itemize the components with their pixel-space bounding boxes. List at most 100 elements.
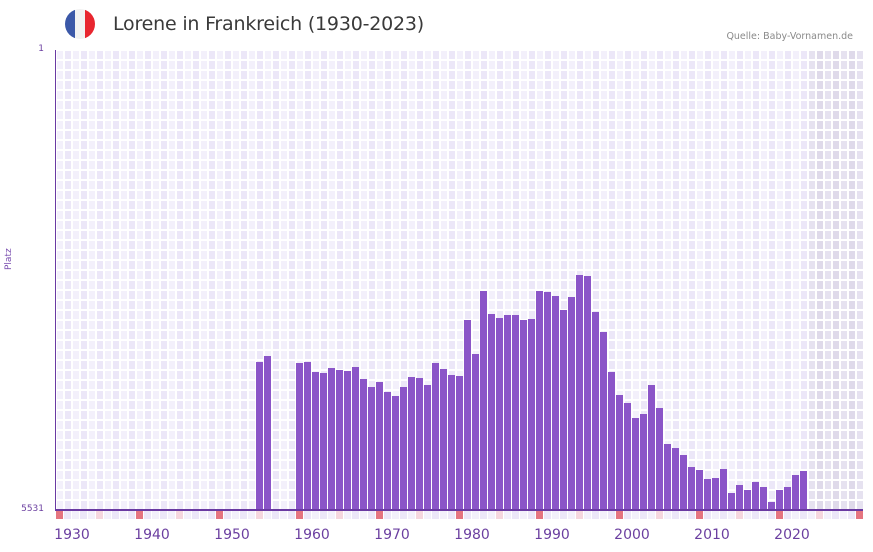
- bar-2007[interactable]: [672, 448, 679, 510]
- bar-1966[interactable]: [344, 371, 351, 510]
- bar-1979[interactable]: [448, 374, 455, 510]
- bar-1976[interactable]: [424, 385, 431, 510]
- bar-2011[interactable]: [704, 479, 711, 510]
- year-marker: [496, 511, 503, 519]
- bar-1973[interactable]: [400, 387, 407, 510]
- bar-2006[interactable]: [664, 444, 671, 510]
- bar-2009[interactable]: [688, 467, 695, 510]
- year-marker: [352, 511, 359, 519]
- bar-1999[interactable]: [608, 372, 615, 510]
- bar-2017[interactable]: [752, 482, 759, 510]
- bar-1990[interactable]: [536, 290, 543, 510]
- year-marker: [128, 511, 135, 519]
- bar-1996[interactable]: [584, 275, 591, 510]
- bar-2023[interactable]: [800, 471, 807, 510]
- bar-1960[interactable]: [296, 362, 303, 510]
- bar-1983[interactable]: [480, 290, 487, 510]
- year-marker: [368, 511, 375, 519]
- bar-1997[interactable]: [592, 311, 599, 510]
- bar-1994[interactable]: [568, 296, 575, 510]
- year-marker: [744, 511, 751, 519]
- bar-2020[interactable]: [776, 490, 783, 510]
- bar-1956[interactable]: [264, 355, 271, 510]
- year-marker: [72, 511, 79, 519]
- year-marker: [56, 511, 63, 519]
- bar-1972[interactable]: [392, 396, 399, 510]
- year-marker: [320, 511, 327, 519]
- bar-2012[interactable]: [712, 478, 719, 510]
- bar-1993[interactable]: [560, 309, 567, 510]
- year-marker: [800, 511, 807, 519]
- bar-1991[interactable]: [544, 291, 551, 510]
- bar-2010[interactable]: [696, 470, 703, 510]
- bar-2015[interactable]: [736, 485, 743, 510]
- year-marker: [240, 511, 247, 519]
- year-marker: [88, 511, 95, 519]
- bar-1995[interactable]: [576, 274, 583, 510]
- year-marker: [680, 511, 687, 519]
- bar-1981[interactable]: [464, 319, 471, 510]
- bar-1955[interactable]: [256, 361, 263, 510]
- bar-1978[interactable]: [440, 368, 447, 510]
- bar-1988[interactable]: [520, 319, 527, 510]
- year-marker: [704, 511, 711, 519]
- bar-1989[interactable]: [528, 318, 535, 510]
- bar-2000[interactable]: [616, 395, 623, 510]
- x-tick-2010: 2010: [694, 527, 730, 543]
- bar-2003[interactable]: [640, 414, 647, 510]
- bar-1984[interactable]: [488, 313, 495, 510]
- year-marker: [232, 511, 239, 519]
- bar-2016[interactable]: [744, 490, 751, 510]
- year-marker: [160, 511, 167, 519]
- year-marker: [432, 511, 439, 519]
- bar-1970[interactable]: [376, 381, 383, 510]
- y-tick-bottom: 5531: [21, 504, 44, 514]
- bar-2001[interactable]: [624, 403, 631, 510]
- year-marker: [816, 511, 823, 519]
- bar-2019[interactable]: [768, 502, 775, 510]
- bar-1977[interactable]: [432, 362, 439, 510]
- bar-1968[interactable]: [360, 378, 367, 510]
- bar-2022[interactable]: [792, 475, 799, 510]
- bar-2008[interactable]: [680, 455, 687, 510]
- bar-1974[interactable]: [408, 376, 415, 510]
- bar-2002[interactable]: [632, 418, 639, 510]
- year-marker: [848, 511, 855, 519]
- bar-1982[interactable]: [472, 353, 479, 510]
- bar-2018[interactable]: [760, 487, 767, 510]
- bar-2021[interactable]: [784, 487, 791, 510]
- bar-2005[interactable]: [656, 408, 663, 510]
- bar-1986[interactable]: [504, 314, 511, 510]
- year-marker: [448, 511, 455, 519]
- year-marker: [648, 511, 655, 519]
- bar-2013[interactable]: [720, 469, 727, 510]
- bar-2004[interactable]: [648, 385, 655, 510]
- x-axis-line: [55, 509, 863, 511]
- bar-1963[interactable]: [320, 372, 327, 510]
- bar-1985[interactable]: [496, 317, 503, 510]
- year-marker: [120, 511, 127, 519]
- bar-1998[interactable]: [600, 331, 607, 510]
- bar-1967[interactable]: [352, 367, 359, 510]
- year-marker: [528, 511, 535, 519]
- y-axis-line: [55, 50, 56, 511]
- year-marker: [640, 511, 647, 519]
- bar-1992[interactable]: [552, 295, 559, 510]
- bar-1987[interactable]: [512, 314, 519, 510]
- bar-1962[interactable]: [312, 372, 319, 510]
- bar-1964[interactable]: [328, 367, 335, 510]
- bar-1969[interactable]: [368, 387, 375, 510]
- year-marker: [440, 511, 447, 519]
- year-marker: [248, 511, 255, 519]
- year-marker: [456, 511, 463, 519]
- bar-1961[interactable]: [304, 361, 311, 510]
- year-marker: [656, 511, 663, 519]
- year-marker: [312, 511, 319, 519]
- plot-area: [56, 50, 863, 510]
- bar-1965[interactable]: [336, 370, 343, 510]
- bar-1975[interactable]: [416, 377, 423, 510]
- bar-1971[interactable]: [384, 392, 391, 510]
- year-marker: [168, 511, 175, 519]
- bar-2014[interactable]: [728, 493, 735, 510]
- bar-1980[interactable]: [456, 375, 463, 510]
